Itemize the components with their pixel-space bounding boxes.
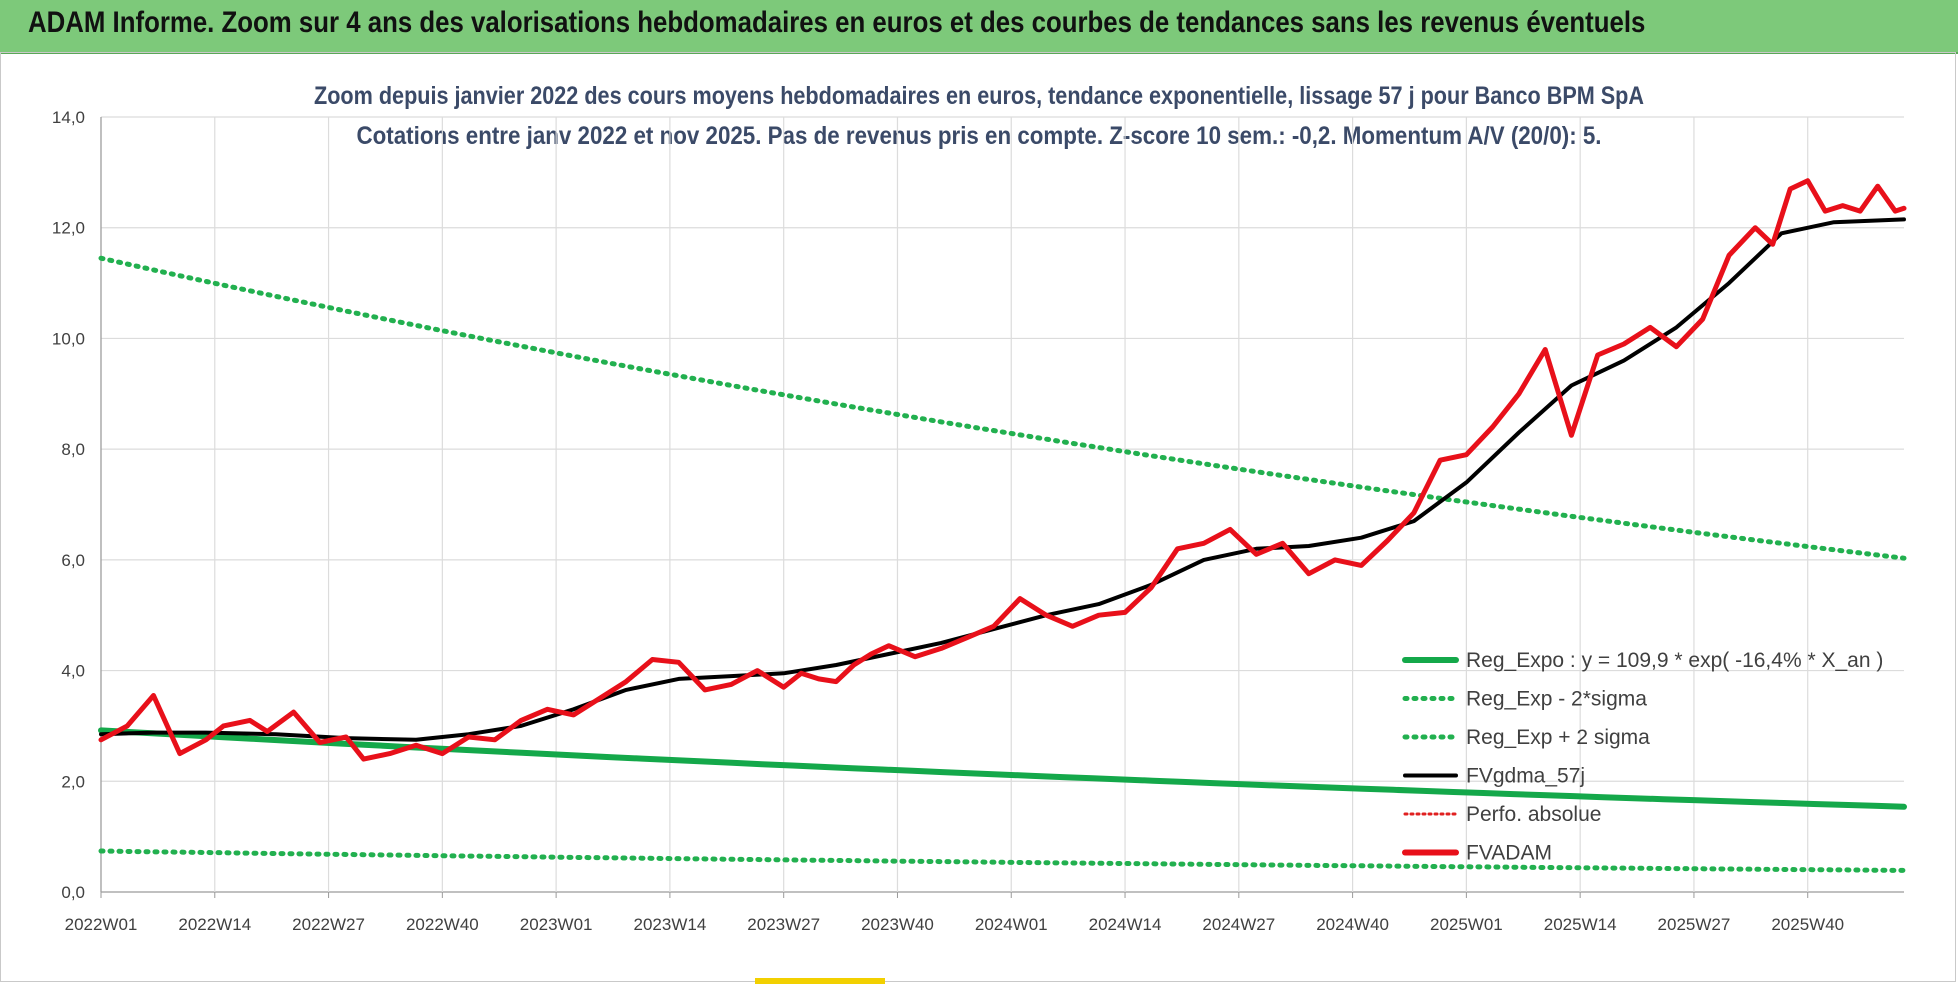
legend: Reg_Expo : y = 109,9 * exp( -16,4% * X_a… xyxy=(1402,649,1883,865)
y-tick-label: 2,0 xyxy=(61,772,85,791)
x-tick-label: 2025W14 xyxy=(1544,915,1617,934)
x-tick-label: 2023W01 xyxy=(520,915,593,934)
x-tick-label: 2023W14 xyxy=(634,915,707,934)
series-fvadam xyxy=(98,178,1907,762)
header-bar: ADAM Informe. Zoom sur 4 ans des valoris… xyxy=(0,0,1958,54)
x-tick-label: 2025W27 xyxy=(1658,915,1731,934)
x-tick-label: 2023W40 xyxy=(861,915,934,934)
y-tick-label: 4,0 xyxy=(61,662,85,681)
x-tick-label: 2024W14 xyxy=(1089,915,1162,934)
x-tick-label: 2022W01 xyxy=(65,915,138,934)
series-fvgdma-57j xyxy=(99,217,1906,742)
legend-label-reg_plus: Reg_Exp + 2 sigma xyxy=(1466,726,1650,749)
legend-label-reg_expo: Reg_Expo : y = 109,9 * exp( -16,4% * X_a… xyxy=(1466,649,1883,672)
y-tick-label: 12,0 xyxy=(52,219,85,238)
x-tick-label: 2024W01 xyxy=(975,915,1048,934)
accent-bar xyxy=(755,978,885,984)
x-tick-label: 2022W40 xyxy=(406,915,479,934)
legend-label-reg_minus: Reg_Exp - 2*sigma xyxy=(1466,688,1647,711)
legend-label-fvgdma: FVgdma_57j xyxy=(1466,765,1585,788)
x-tick-label: 2022W14 xyxy=(178,915,251,934)
x-tick-label: 2025W01 xyxy=(1430,915,1503,934)
legend-label-perfo: Perfo. absolue xyxy=(1466,803,1601,826)
legend-label-fvadam: FVADAM xyxy=(1466,842,1552,865)
series-reg-exp-minus-2sigma xyxy=(98,848,1907,873)
axes: 0,0 2,0 4,0 6,0 8,0 10,0 12,0 14,0 2022W01 2022W1… xyxy=(52,108,1844,934)
x-tick-label: 2022W27 xyxy=(292,915,365,934)
chart-title-line2: Cotations entre janv 2022 et nov 2025. P… xyxy=(357,122,1602,150)
chart-title-line1: Zoom depuis janvier 2022 des cours moyen… xyxy=(314,82,1644,110)
header-title: ADAM Informe. Zoom sur 4 ans des valoris… xyxy=(28,6,1646,39)
y-tick-label: 14,0 xyxy=(52,108,85,127)
series-reg-exp-plus-2sigma xyxy=(98,255,1907,561)
y-tick-label: 0,0 xyxy=(61,883,85,902)
x-tick-label: 2024W40 xyxy=(1316,915,1389,934)
series xyxy=(98,178,1907,873)
y-tick-label: 6,0 xyxy=(61,551,85,570)
series-reg-expo xyxy=(98,727,1907,810)
y-tick-label: 8,0 xyxy=(61,440,85,459)
x-tick-label: 2023W27 xyxy=(747,915,820,934)
x-tick-label: 2025W40 xyxy=(1771,915,1844,934)
chart-frame xyxy=(0,52,1956,982)
x-tick-label: 2024W27 xyxy=(1202,915,1275,934)
y-tick-label: 10,0 xyxy=(52,329,85,348)
